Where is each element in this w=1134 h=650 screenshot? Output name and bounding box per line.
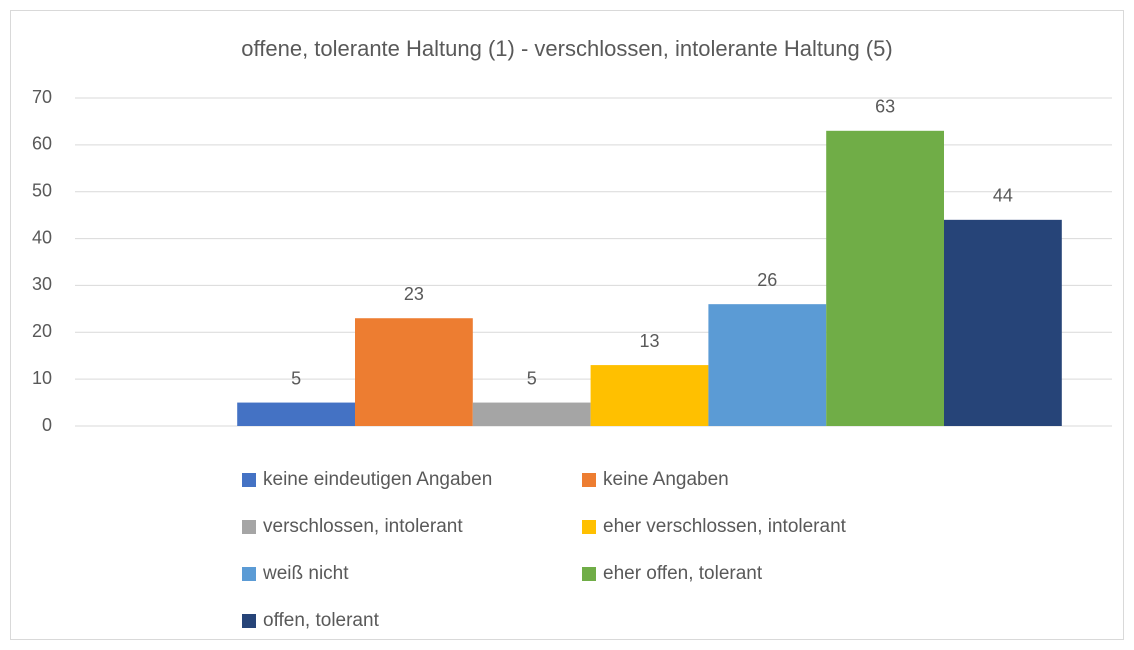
bar <box>708 304 827 426</box>
y-tick-label: 60 <box>32 134 52 154</box>
data-label: 5 <box>291 368 301 388</box>
bar <box>472 402 591 426</box>
chart-title: offene, tolerante Haltung (1) - verschlo… <box>241 36 892 61</box>
bar <box>944 219 1062 426</box>
bar <box>590 365 709 426</box>
data-label: 5 <box>527 368 537 388</box>
legend-swatch <box>582 567 596 581</box>
legend-label: verschlossen, intolerant <box>263 516 463 537</box>
y-tick-label: 10 <box>32 368 52 388</box>
data-label: 13 <box>639 331 659 351</box>
legend-swatch <box>242 473 256 487</box>
bar <box>826 130 944 427</box>
y-tick-label: 50 <box>32 180 52 200</box>
bar <box>237 402 355 426</box>
legend-label: offen, tolerant <box>263 610 380 631</box>
bar <box>355 318 473 426</box>
legend-swatch <box>582 520 596 534</box>
data-label: 23 <box>404 284 424 304</box>
legend-label: weiß nicht <box>262 563 349 584</box>
data-label: 63 <box>875 97 895 117</box>
legend-swatch <box>582 473 596 487</box>
legend-label: eher verschlossen, intolerant <box>603 516 847 537</box>
y-tick-label: 40 <box>32 227 52 247</box>
y-tick-label: 0 <box>42 415 52 435</box>
data-label: 44 <box>993 186 1013 206</box>
y-tick-label: 70 <box>32 87 52 107</box>
y-tick-label: 30 <box>32 274 52 294</box>
data-label: 26 <box>757 270 777 290</box>
legend-label: keine Angaben <box>603 469 729 490</box>
legend-swatch <box>242 567 256 581</box>
legend-swatch <box>242 614 256 628</box>
legend-swatch <box>242 520 256 534</box>
legend-label: eher offen, tolerant <box>603 563 763 584</box>
y-tick-label: 20 <box>32 321 52 341</box>
legend-label: keine eindeutigen Angaben <box>263 469 492 490</box>
